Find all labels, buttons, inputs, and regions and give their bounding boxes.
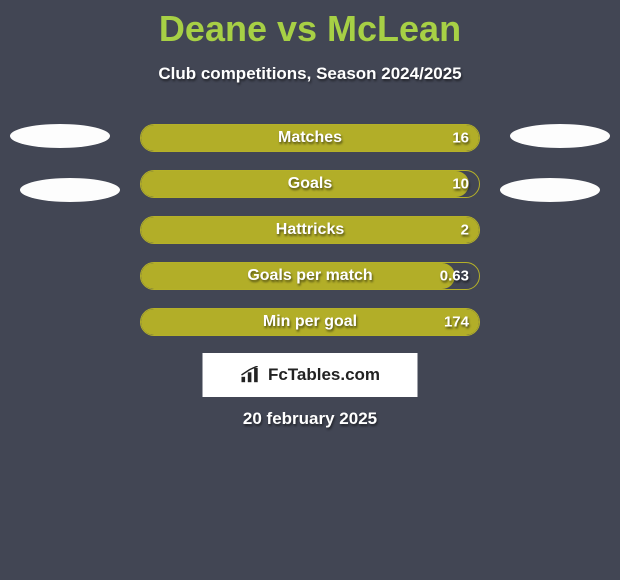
stat-value: 2 bbox=[461, 222, 469, 239]
stat-label: Min per goal bbox=[263, 313, 357, 331]
bar-chart-icon bbox=[240, 366, 262, 384]
stat-label: Hattricks bbox=[276, 221, 344, 239]
subtitle: Club competitions, Season 2024/2025 bbox=[0, 64, 620, 84]
stat-bar: Goals 10 bbox=[140, 170, 480, 198]
stat-label: Goals per match bbox=[247, 267, 372, 285]
stat-label: Matches bbox=[278, 129, 342, 147]
avatar-placeholder bbox=[510, 124, 610, 148]
stat-bar: Goals per match 0.63 bbox=[140, 262, 480, 290]
stat-label: Goals bbox=[288, 175, 332, 193]
stat-value: 16 bbox=[452, 130, 469, 147]
brand-text: FcTables.com bbox=[268, 365, 380, 385]
date-label: 20 february 2025 bbox=[243, 409, 377, 429]
stat-bar: Matches 16 bbox=[140, 124, 480, 152]
stat-value: 10 bbox=[452, 176, 469, 193]
stat-value: 0.63 bbox=[440, 268, 469, 285]
stats-bars: Matches 16 Goals 10 Hattricks 2 Goals pe… bbox=[140, 124, 480, 354]
page-title: Deane vs McLean bbox=[0, 0, 620, 50]
stat-bar: Hattricks 2 bbox=[140, 216, 480, 244]
avatar-placeholder bbox=[10, 124, 110, 148]
avatar-placeholder bbox=[500, 178, 600, 202]
stat-bar: Min per goal 174 bbox=[140, 308, 480, 336]
avatar-placeholder bbox=[20, 178, 120, 202]
brand-badge[interactable]: FcTables.com bbox=[203, 353, 418, 397]
stat-value: 174 bbox=[444, 314, 469, 331]
